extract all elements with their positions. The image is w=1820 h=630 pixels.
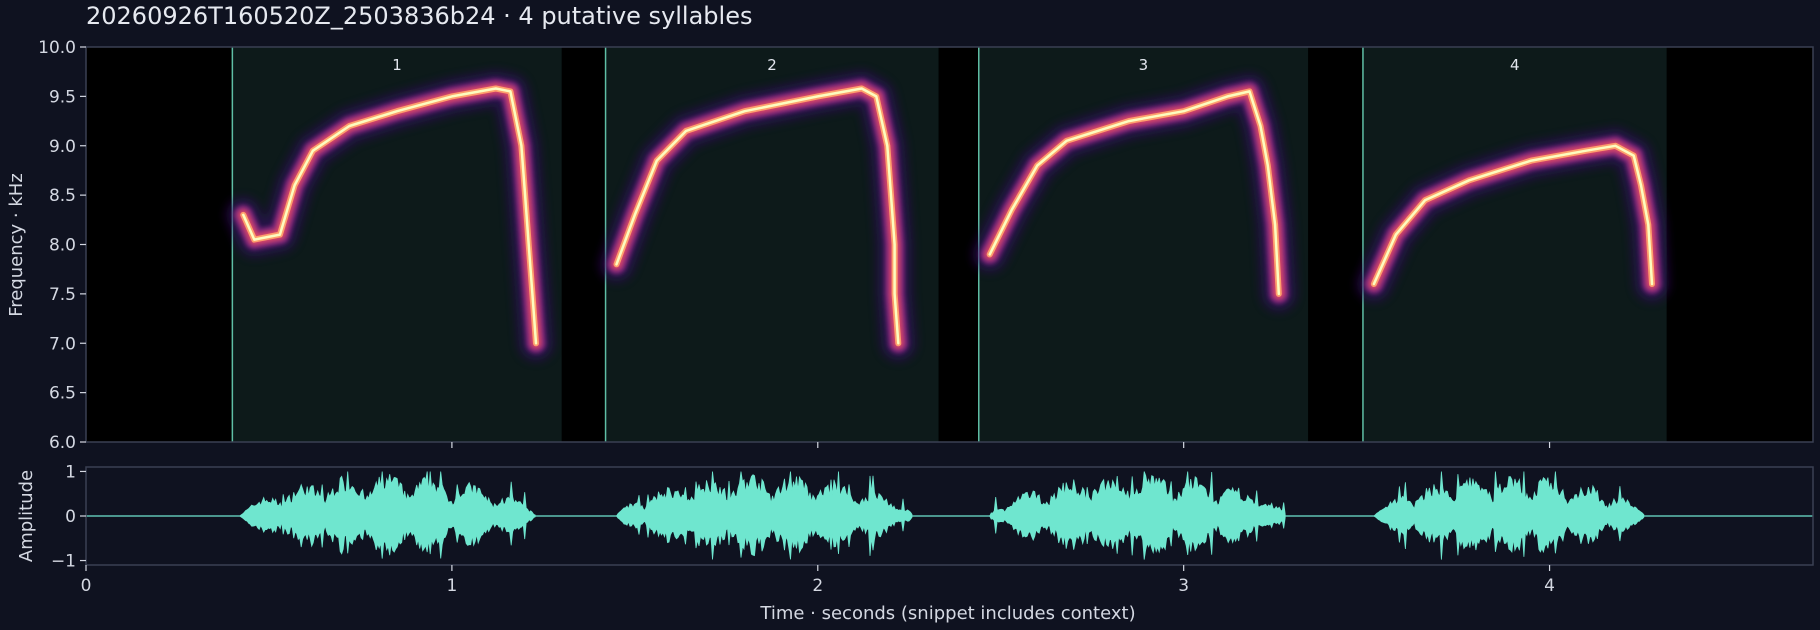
frequency-tick-label: 9.5 (49, 87, 76, 107)
frequency-tick-label: 9.0 (49, 137, 76, 157)
amplitude-tick-label: 1 (65, 462, 76, 482)
time-tick-label: 1 (446, 576, 457, 596)
syllable-trace-2 (599, 71, 916, 361)
segment-label-2: 2 (767, 56, 777, 74)
figure-title: 20260926T160520Z_2503836b24 · 4 putative… (86, 2, 753, 30)
spectrogram-panel: 1 2 3 4 6.0 6.5 7.0 7.5 8.0 8.5 9.0 9.5 10.0 Freque… (6, 38, 1814, 453)
syllable-trace-1 (226, 71, 553, 361)
frequency-tick-label: 7.0 (49, 334, 76, 354)
amplitude-tick-label: −1 (51, 552, 76, 572)
time-tick-label: 0 (81, 576, 92, 596)
waveform-burst-2 (616, 471, 913, 560)
time-tick-label: 3 (1178, 576, 1189, 596)
syllable-trace-4 (1356, 128, 1669, 301)
time-axis-label: Time · seconds (snippet includes context… (759, 603, 1135, 624)
frequency-tick-label: 8.5 (49, 186, 76, 206)
frequency-axis-label: Frequency · kHz (6, 173, 27, 317)
waveform-trace (86, 471, 1813, 560)
frequency-tick-label: 8.0 (49, 236, 76, 256)
waveform-burst-4 (1373, 471, 1645, 560)
time-tick-label: 2 (812, 576, 823, 596)
syllable-layer (226, 71, 1669, 361)
time-axis: 0 1 2 3 4 (81, 565, 1555, 596)
spectrogram-time-ticks (451, 442, 1551, 448)
segment-region-4 (1362, 47, 1667, 442)
frequency-tick-label: 6.5 (49, 384, 76, 404)
segment-label-4: 4 (1510, 56, 1520, 74)
segment-label-3: 3 (1139, 56, 1149, 74)
time-tick-label: 4 (1544, 576, 1555, 596)
frequency-tick-label: 7.5 (49, 285, 76, 305)
segment-label-1: 1 (392, 56, 402, 74)
syllable-trace-3 (972, 74, 1296, 311)
amplitude-tick-label: 0 (65, 507, 76, 527)
frequency-tick-label: 10.0 (38, 38, 76, 58)
amplitude-axis-label: Amplitude (16, 470, 37, 562)
frequency-axis: 6.0 6.5 7.0 7.5 8.0 8.5 9.0 9.5 10.0 (38, 38, 86, 453)
waveform-burst-3 (989, 471, 1286, 560)
amplitude-axis: 1 0 −1 (51, 462, 86, 572)
frequency-tick-label: 6.0 (49, 433, 76, 453)
waveform-burst-1 (239, 471, 536, 559)
